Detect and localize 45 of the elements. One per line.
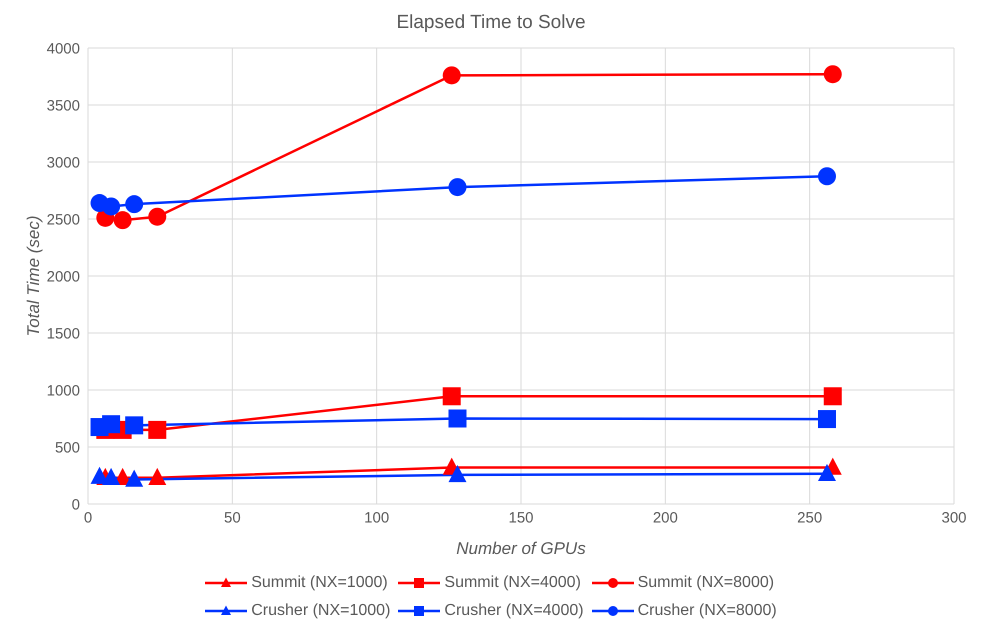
y-tick-label: 1500 [46,325,80,342]
point [442,387,461,406]
x-tick-label: 150 [508,510,534,527]
y-tick-label: 2500 [46,211,80,228]
legend-label: Crusher (NX=4000) [444,602,584,620]
legend-label: Summit (NX=1000) [251,574,388,592]
point [442,66,461,84]
point [448,178,466,196]
x-tick-label: 50 [224,510,241,527]
point [102,197,120,216]
point [125,195,144,214]
point [125,416,144,434]
point [818,464,836,481]
x-tick-label: 100 [364,510,390,527]
x-axis-title: Number of GPUs [456,539,586,558]
y-tick-label: 4000 [46,40,80,58]
point [102,415,120,434]
chart-title: Elapsed Time to Solve [395,11,587,35]
legend-label: Crusher (NX=1000) [251,602,390,620]
y-tick-label: 0 [72,496,80,514]
y-tick-label: 3000 [46,154,80,172]
y-tick-label: 500 [54,439,80,456]
point [448,465,466,482]
legend-label: Summit (NX=8000) [638,574,774,592]
x-tick-label: 300 [941,510,967,527]
point [148,208,166,226]
y-tick-label: 3500 [46,97,80,114]
point [824,387,842,406]
x-tick-label: 250 [797,510,822,527]
legend-label: Crusher (NX=8000) [638,602,777,620]
point [448,410,466,428]
x-tick-label: 0 [84,510,92,527]
point [818,410,836,428]
y-axis-title: Total Time (sec) [24,215,44,337]
point [824,65,842,84]
y-tick-label: 1000 [46,382,80,400]
point [125,470,144,487]
point [818,167,836,186]
point [148,420,166,439]
x-tick-label: 200 [652,510,678,527]
legend-label: Summit (NX=4000) [444,574,581,592]
y-tick-label: 2000 [46,268,80,286]
point [148,468,166,485]
point [114,211,132,230]
point [102,468,120,485]
